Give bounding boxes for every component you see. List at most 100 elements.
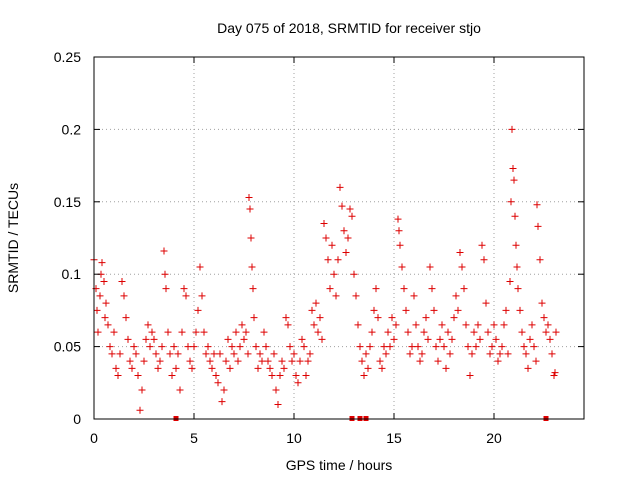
data-point [104, 321, 112, 329]
data-point [272, 386, 280, 394]
data-point [344, 234, 352, 242]
data-point [278, 357, 286, 365]
data-point [298, 335, 306, 343]
data-point [102, 299, 110, 307]
data-point [188, 364, 196, 372]
data-point [108, 350, 116, 358]
data-point [496, 350, 504, 358]
data-point [478, 241, 486, 249]
data-point [232, 328, 240, 336]
data-point [488, 343, 496, 351]
data-point [460, 285, 468, 293]
x-tick-label: 20 [486, 430, 502, 446]
data-point [402, 306, 410, 314]
data-point [534, 222, 542, 230]
data-point [144, 321, 152, 329]
data-point [392, 321, 400, 329]
data-point [438, 321, 446, 329]
data-point [346, 205, 354, 213]
data-point [511, 212, 519, 220]
data-point [400, 285, 408, 293]
data-point [286, 343, 294, 351]
data-point [448, 335, 456, 343]
data-point [404, 328, 412, 336]
data-point [234, 357, 242, 365]
data-point [284, 321, 292, 329]
data-point [248, 263, 256, 271]
y-tick-label: 0.1 [62, 266, 82, 282]
data-point [134, 372, 142, 380]
data-point [506, 277, 514, 285]
data-point [308, 306, 316, 314]
data-point [388, 314, 396, 322]
data-point [536, 256, 544, 264]
data-point [260, 328, 268, 336]
data-point [242, 328, 250, 336]
data-point [552, 328, 560, 336]
data-point [498, 343, 506, 351]
data-point [426, 263, 434, 271]
data-point [512, 241, 520, 249]
data-point [152, 350, 160, 358]
data-point [266, 364, 274, 372]
data-point [114, 372, 122, 380]
data-point [386, 343, 394, 351]
data-point [378, 364, 386, 372]
data-point [394, 215, 402, 223]
data-point [318, 335, 326, 343]
data-point [396, 241, 404, 249]
data-point [126, 357, 134, 365]
y-tick-label: 0 [73, 411, 81, 427]
data-point [316, 314, 324, 322]
data-point [214, 379, 222, 387]
data-point [528, 321, 536, 329]
data-point [236, 343, 244, 351]
data-point [332, 292, 340, 300]
data-point [220, 386, 228, 394]
data-point [454, 306, 462, 314]
data-point [540, 314, 548, 322]
data-point [372, 285, 380, 293]
data-point [548, 350, 556, 358]
data-point [410, 292, 418, 300]
data-point [300, 343, 308, 351]
data-point [254, 364, 262, 372]
data-point [513, 263, 521, 271]
data-point [256, 350, 264, 358]
data-point [418, 350, 426, 358]
data-point [474, 321, 482, 329]
data-point [384, 328, 392, 336]
data-point [507, 198, 515, 206]
data-point [440, 343, 448, 351]
data-point [546, 335, 554, 343]
data-point [290, 350, 298, 358]
data-point [198, 292, 206, 300]
data-point [466, 372, 474, 380]
data-point [218, 398, 226, 406]
data-point [358, 357, 366, 365]
data-point [484, 328, 492, 336]
data-point [516, 306, 524, 314]
data-point [212, 372, 220, 380]
data-point [533, 201, 541, 209]
data-point [382, 350, 390, 358]
data-point [330, 270, 338, 278]
data-point [302, 372, 310, 380]
data-point [296, 357, 304, 365]
data-point [244, 350, 252, 358]
data-point [480, 256, 488, 264]
data-point [390, 335, 398, 343]
data-point [247, 234, 255, 242]
data-point [424, 335, 432, 343]
data-point [550, 372, 558, 380]
data-point [322, 234, 330, 242]
data-point [118, 277, 126, 285]
data-point [166, 350, 174, 358]
data-point [362, 350, 370, 358]
data-point [142, 335, 150, 343]
data-point [532, 357, 540, 365]
data-point [338, 202, 346, 210]
x-tick-label: 15 [386, 430, 402, 446]
data-point [364, 364, 372, 372]
